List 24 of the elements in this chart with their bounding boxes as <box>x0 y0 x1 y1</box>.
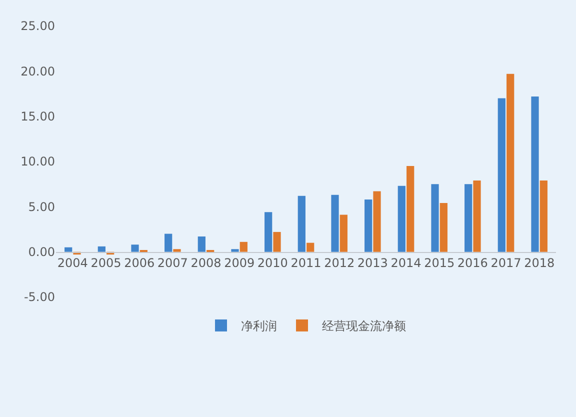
y-tick-label: 25.00 <box>20 19 55 34</box>
y-tick-label: 15.00 <box>20 110 55 124</box>
x-tick-label: 2012 <box>324 256 355 270</box>
x-tick-label: 2005 <box>90 256 122 270</box>
legend-label: 净利润 <box>241 319 277 334</box>
x-tick-label: 2015 <box>424 256 455 270</box>
x-tick-label: 2009 <box>224 256 255 270</box>
x-tick-label: 2014 <box>390 256 422 270</box>
y-tick-label: 0.00 <box>28 245 55 260</box>
x-tick-label: 2013 <box>357 256 388 270</box>
legend-label: 经营现金流净额 <box>322 319 406 334</box>
x-tick-label: 2006 <box>124 256 155 270</box>
x-tick-label: 2016 <box>457 256 488 270</box>
x-tick-label: 2011 <box>290 256 322 270</box>
y-tick-label: -5.00 <box>24 290 55 304</box>
y-tick-label: 5.00 <box>28 200 55 214</box>
x-tick-label: 2018 <box>524 256 555 270</box>
x-tick-label: 2010 <box>257 256 288 270</box>
x-tick-label: 2017 <box>490 256 522 270</box>
x-tick-label: 2004 <box>57 256 88 270</box>
y-tick-label: 20.00 <box>20 64 55 78</box>
x-tick-label: 2007 <box>157 256 188 270</box>
x-tick-label: 2008 <box>190 256 222 270</box>
y-tick-label: 10.00 <box>20 154 55 169</box>
